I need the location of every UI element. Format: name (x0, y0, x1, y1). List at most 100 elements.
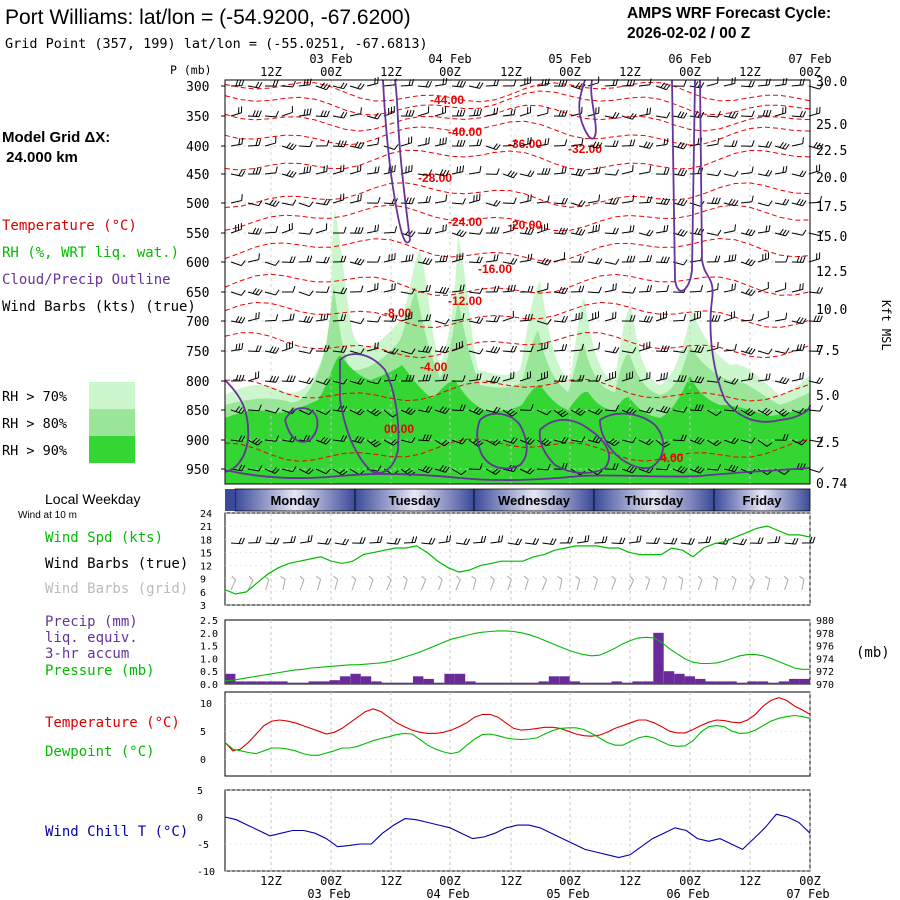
wind-barb-staff (604, 173, 616, 176)
wind-barb-feather (646, 372, 648, 379)
wind-barb-staff (349, 320, 361, 325)
wind-barb-feather (813, 141, 818, 148)
wind-barb-feather (527, 194, 529, 202)
wind-barb (553, 197, 568, 205)
wind-barb-feather (479, 256, 483, 263)
wind-barb (570, 374, 585, 382)
wind-barb-feather (428, 81, 432, 88)
weekday-label: Friday (742, 493, 782, 508)
wind-barb (536, 106, 549, 117)
wind-barb-feather (292, 256, 296, 263)
wind-barb-feather (611, 575, 617, 581)
wind-barb-feather (751, 166, 754, 173)
wind-barb (808, 436, 824, 443)
wind-barb-feather (557, 409, 564, 414)
wind-barb-feather (564, 316, 568, 323)
wind-barb (757, 252, 770, 263)
wind-barb-staff (332, 468, 343, 476)
hour-label-top: 00Z (799, 65, 821, 79)
wind-barb-feather (360, 378, 365, 385)
wind-barb-staff (383, 350, 395, 355)
wind-barb-feather (612, 197, 617, 205)
precip-bar (465, 681, 476, 684)
wind-barb-feather (645, 438, 651, 444)
wind-barb-feather (459, 284, 462, 292)
wind-barb-feather (513, 371, 515, 379)
wind-barb-feather (483, 535, 487, 543)
wind-barb-feather (612, 372, 614, 379)
wind-barb-feather (649, 341, 651, 348)
wind-barb-feather (694, 404, 698, 411)
wind-barb-feather (496, 347, 501, 354)
wind-barb-feather (462, 139, 466, 147)
wind-barb-staff (638, 439, 650, 446)
wind-barb-staff (740, 378, 752, 382)
wind-barb-feather (462, 109, 466, 117)
wind-barb (740, 408, 756, 417)
wind-barb-staff (553, 202, 566, 205)
pressure-tick-label: 800 (186, 375, 209, 390)
wind-barb-feather (711, 197, 715, 204)
wind-barb-feather (337, 140, 341, 147)
wind-barb (468, 348, 484, 355)
wind-barb-feather (493, 315, 497, 322)
wind-barb (808, 83, 824, 90)
wind-barb (468, 228, 484, 235)
wind-barb-feather (411, 437, 416, 444)
wind-barb (740, 437, 756, 444)
wind-barb-feather (340, 314, 344, 321)
wind-barb-feather (235, 225, 237, 232)
wind-barb-feather (255, 536, 259, 543)
wind-barb (485, 226, 500, 234)
wind-barb-feather (632, 287, 636, 294)
dewpoint-line (224, 714, 811, 756)
temperature-label: -36.00 (508, 137, 542, 151)
wind-barb-feather (717, 169, 722, 176)
wind-barb-staff (349, 200, 361, 204)
wind-barb-feather (238, 169, 243, 176)
wind-barb-feather (370, 408, 377, 414)
wind-barb-feather (445, 194, 448, 202)
wind-barb-feather (473, 195, 475, 202)
wind-barb-feather (632, 436, 637, 443)
wind-barb-feather (240, 223, 242, 230)
wind-barb (315, 110, 330, 118)
wind-barb-feather (343, 112, 348, 119)
wind-barb-feather (442, 374, 446, 381)
wind-barb-feather (631, 467, 637, 474)
wind-barb-feather (785, 106, 787, 114)
wind-barb-feather (309, 255, 313, 262)
wind-barb (519, 194, 532, 204)
wind-barb (434, 439, 450, 447)
wind-barb-feather (783, 412, 790, 417)
wind-barb-feather (309, 228, 314, 235)
wind-barb-feather (796, 198, 801, 205)
wind-barb-feather (558, 79, 562, 87)
wind-barb-staff (282, 541, 294, 544)
wind-barb (757, 200, 773, 207)
wind-barb-staff (502, 439, 514, 444)
wind-barb-staff (264, 172, 276, 175)
wind-barb-feather (762, 407, 768, 413)
wind-barb (400, 109, 415, 117)
wind-barb (451, 229, 467, 238)
wind-barb (298, 255, 313, 263)
wind-barb-feather (592, 575, 598, 580)
wind-barb-feather (372, 441, 379, 446)
wind-barb-staff (281, 85, 294, 88)
wind-barb-staff (706, 115, 719, 118)
wind-barb-feather (561, 287, 566, 294)
wind-barb-staff (808, 291, 820, 294)
wind-barb (434, 224, 447, 234)
wind-barb (570, 138, 584, 147)
wind-barb (706, 137, 720, 147)
wind-barb (689, 345, 705, 353)
wind-barb-feather (731, 283, 734, 291)
wind-barb-feather (320, 314, 323, 321)
wind-barb-feather (774, 536, 778, 543)
wind-barb-feather (697, 575, 703, 581)
wind-barb (672, 346, 688, 354)
wind-barb (519, 136, 532, 147)
wind-barb-grid (506, 575, 512, 591)
wind-barb (621, 347, 637, 354)
